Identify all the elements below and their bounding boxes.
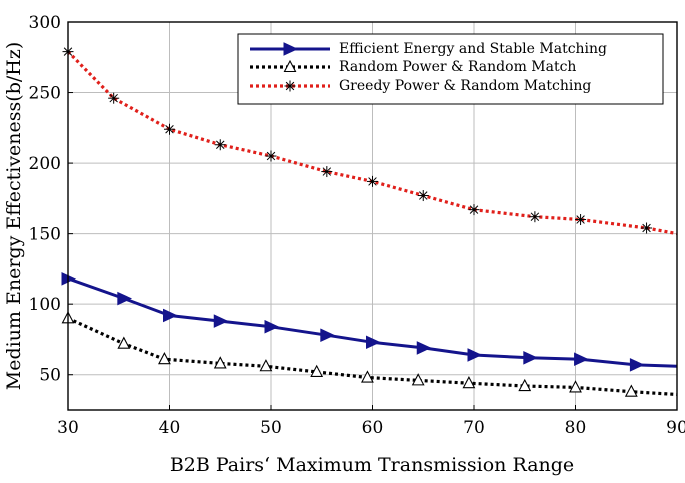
marker-stroke [109,93,118,103]
marker-stroke [576,215,585,224]
x-axis-label: B2B Pairs‘ Maximum Transmission Range [170,454,574,476]
x-tick-label: 60 [362,418,384,438]
legend-label-0: Efficient Energy and Stable Matching [339,41,607,57]
axis-ticks: 30 40 50 60 70 80 90 50 100 150 200 250 300 [29,13,685,438]
data-point [529,211,541,223]
data-point [417,190,429,202]
marker-shape [117,291,133,306]
data-point [164,123,175,135]
x-tick-label: 50 [260,418,282,438]
legend-label-2: Greedy Power & Random Matching [339,78,591,94]
marker-shape [361,370,374,383]
marker-shape [467,348,483,362]
data-point [310,364,324,377]
marker-shape [163,308,178,323]
marker-shape [259,359,273,372]
x-tick-label: 70 [463,418,485,438]
data-point [117,336,131,349]
y-axis-label: Medium Energy Effectiveness(b/Hz) [3,42,25,391]
data-point [361,370,374,383]
marker-shape [518,378,532,392]
marker-stroke [368,177,377,186]
data-point [366,335,381,350]
series-0 [61,272,678,372]
series-2 [62,46,678,236]
data-point [213,314,229,328]
marker-shape [213,356,227,369]
data-point [367,175,378,187]
marker-shape [283,59,297,73]
legend: Efficient Energy and Stable Matching Ran… [237,33,664,105]
data-point [467,348,483,362]
legend-label-1: Random Power & Random Match [339,59,576,75]
x-tick-label: 90 [666,418,685,438]
data-point [575,214,587,226]
y-tick-label: 50 [39,366,61,386]
data-point [213,356,227,369]
data-point [523,351,539,365]
data-point [108,92,120,104]
data-point [569,380,582,393]
data-point [158,352,171,365]
marker-shape [629,358,645,372]
marker-stroke [642,223,651,233]
marker-shape [158,352,171,365]
marker-shape [320,328,336,343]
marker-stroke [165,124,174,134]
marker-shape [283,42,299,56]
legend-marker-0 [283,42,299,56]
data-point [411,373,425,386]
marker-shape [523,351,539,365]
legend-marker-1 [283,59,297,73]
marker-stroke [285,81,295,91]
marker-shape [624,384,638,397]
x-tick-label: 30 [57,418,79,438]
marker-shape [569,380,582,393]
marker-stroke [216,140,225,149]
marker-stroke [469,205,479,214]
data-point [214,139,226,151]
marker-stroke [322,167,332,176]
marker-shape [574,352,589,366]
y-tick-label: 150 [29,225,61,245]
legend-marker-2 [284,80,296,92]
data-point [629,358,645,372]
data-point [264,319,280,334]
series-1 [61,311,678,397]
marker-shape [411,373,425,386]
data-point [117,291,133,306]
data-point [462,376,476,389]
data-point [624,384,638,397]
data-point [416,341,432,355]
marker-stroke [419,191,428,200]
x-tick-label: 40 [159,418,181,438]
data-point [518,378,532,392]
y-tick-label: 250 [29,84,61,104]
marker-stroke [530,212,540,221]
y-tick-label: 300 [29,13,61,33]
marker-shape [462,376,476,389]
legend-box [237,33,664,105]
data-point [468,204,480,216]
marker-stroke [266,151,276,161]
marker-shape [366,335,381,350]
data-point [321,166,333,178]
data-point [259,359,273,372]
marker-shape [416,341,432,355]
x-tick-label: 80 [565,418,587,438]
marker-shape [264,319,280,334]
data-point [163,308,178,323]
data-point [265,150,277,162]
legend-items [250,42,330,92]
y-tick-label: 100 [29,295,61,315]
marker-shape [310,364,324,377]
data-point [641,222,653,234]
y-tick-label: 200 [29,154,61,174]
marker-shape [213,314,229,328]
data-point [574,352,589,366]
marker-shape [117,336,131,349]
data-point [320,328,336,343]
